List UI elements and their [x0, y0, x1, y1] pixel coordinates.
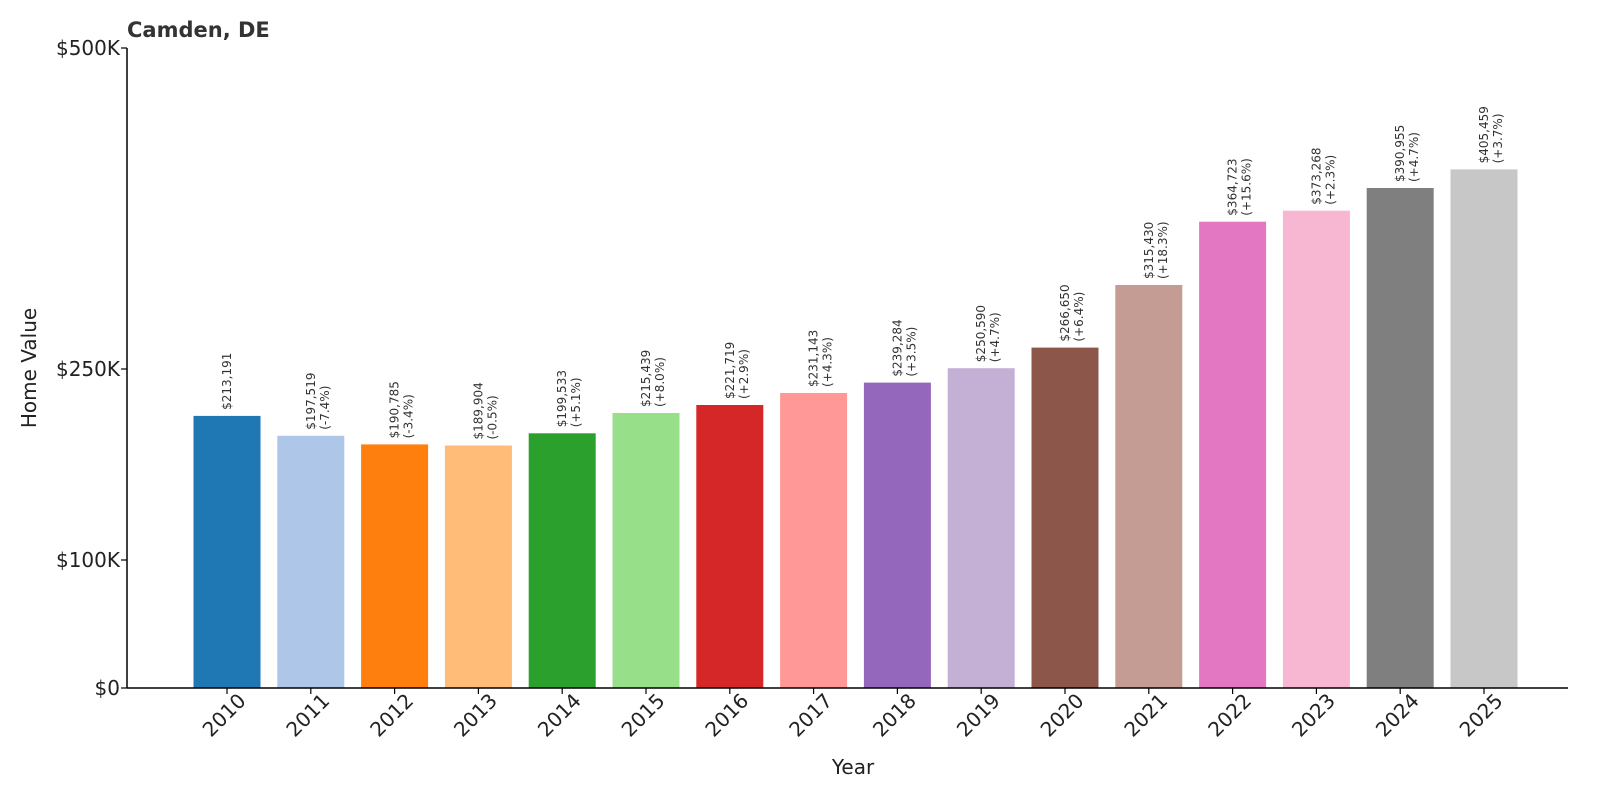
- x-tick-label: 2020: [1036, 689, 1089, 742]
- bar-value-label: $239,284(+3.5%): [890, 319, 918, 376]
- bar-change-text: (+4.7%): [1407, 132, 1421, 182]
- bar-group: [193, 169, 1518, 688]
- bar-change-text: (+3.7%): [1491, 113, 1505, 163]
- bar-2019: [947, 368, 1015, 688]
- y-tick-label: $500K: [56, 36, 121, 60]
- x-tick-label: 2018: [868, 689, 921, 742]
- bar-change-text: (+8.0%): [653, 357, 667, 407]
- x-tick-label: 2021: [1119, 689, 1172, 742]
- bar-change-text: (+18.3%): [1156, 221, 1170, 279]
- bar-value-text: $197,519: [304, 373, 318, 430]
- bar-label-group: $213,191 $197,519(-7.4%) $190,785(-3.4%) $1…: [220, 106, 1505, 439]
- bar-change-text: (+2.3%): [1323, 155, 1337, 205]
- x-tick-label: 2022: [1203, 689, 1256, 742]
- bar-change-text: (+3.5%): [904, 327, 918, 377]
- bar-2012: [361, 444, 429, 688]
- bar-2014: [528, 433, 596, 688]
- x-tick-label: 2016: [700, 689, 753, 742]
- bar-2021: [1115, 285, 1183, 688]
- bar-value-text: $373,268: [1309, 147, 1323, 204]
- bar-2015: [612, 413, 680, 688]
- bar-value-text: $390,955: [1393, 125, 1407, 182]
- bar-value-label: $197,519(-7.4%): [304, 373, 332, 430]
- bar-value-text: $199,533: [555, 370, 569, 427]
- y-tick-label: $0: [95, 676, 120, 700]
- bar-change-text: (+5.1%): [569, 377, 583, 427]
- bar-value-label: $213,191: [220, 353, 234, 410]
- bar-change-text: (-0.5%): [485, 395, 499, 439]
- bar-2025: [1450, 169, 1518, 688]
- x-tick-label: 2023: [1287, 689, 1340, 742]
- bar-value-label: $215,439(+8.0%): [639, 350, 667, 407]
- bar-value-text: $405,459: [1477, 106, 1491, 163]
- bar-value-text: $266,650: [1058, 284, 1072, 341]
- x-axis-label: Year: [831, 755, 875, 779]
- bar-2017: [780, 393, 848, 688]
- bar-value-label: $231,143(+4.3%): [807, 330, 835, 387]
- bar-change-text: (+4.7%): [988, 312, 1002, 362]
- bar-value-label: $364,723(+15.6%): [1226, 158, 1254, 216]
- bar-value-text: $215,439: [639, 350, 653, 407]
- bar-value-label: $405,459(+3.7%): [1477, 106, 1505, 163]
- x-tick-label: 2011: [281, 689, 334, 742]
- bar-change-text: (+4.3%): [821, 337, 835, 387]
- bar-value-text: $239,284: [890, 319, 904, 376]
- bar-change-text: (-3.4%): [402, 394, 416, 438]
- bar-2018: [863, 382, 931, 688]
- bar-2024: [1366, 188, 1434, 688]
- x-tick-label: 2012: [365, 689, 418, 742]
- bar-change-text: (+15.6%): [1240, 158, 1254, 216]
- bar-value-label: $221,719(+2.9%): [723, 342, 751, 399]
- x-tick-label: 2015: [617, 689, 670, 742]
- y-axis-label: Home Value: [17, 308, 41, 428]
- x-tick-label: 2017: [784, 689, 837, 742]
- bar-value-text: $250,590: [974, 305, 988, 362]
- bar-value-text: $189,904: [471, 382, 485, 439]
- x-tick-label: 2013: [449, 689, 502, 742]
- bar-change-text: (+6.4%): [1072, 292, 1086, 342]
- x-tick-label: 2024: [1371, 689, 1424, 742]
- bar-change-text: (-7.4%): [318, 386, 332, 430]
- bar-value-text: $190,785: [388, 381, 402, 438]
- bar-value-label: $199,533(+5.1%): [555, 370, 583, 427]
- x-tick-label: 2019: [952, 689, 1005, 742]
- bar-value-text: $213,191: [220, 353, 234, 410]
- bar-value-text: $221,719: [723, 342, 737, 399]
- y-tick-label: $250K: [56, 357, 121, 381]
- bar-value-text: $315,430: [1142, 222, 1156, 279]
- bar-value-label: $190,785(-3.4%): [388, 381, 416, 438]
- bar-value-label: $189,904(-0.5%): [471, 382, 499, 439]
- bar-2020: [1031, 347, 1099, 688]
- bar-change-text: (+2.9%): [737, 349, 751, 399]
- x-tick-label: 2010: [198, 689, 251, 742]
- x-axis: 2010 2011 2012 2013 2014 2015 2016 2017 2018 2019…: [127, 687, 1568, 742]
- bar-2016: [696, 405, 764, 688]
- bar-2011: [277, 435, 345, 688]
- bar-value-label: $266,650(+6.4%): [1058, 284, 1086, 341]
- bar-value-label: $250,590(+4.7%): [974, 305, 1002, 362]
- bar-value-label: $390,955(+4.7%): [1393, 125, 1421, 182]
- bar-2010: [193, 415, 261, 688]
- bar-value-text: $231,143: [807, 330, 821, 387]
- x-tick-label: 2025: [1455, 689, 1508, 742]
- y-axis: $0 $100K $250K $500K: [56, 36, 128, 700]
- bar-value-label: $315,430(+18.3%): [1142, 221, 1170, 279]
- bar-2022: [1199, 221, 1267, 688]
- y-tick-label: $100K: [56, 548, 121, 572]
- x-tick-label: 2014: [533, 689, 586, 742]
- bar-value-label: $373,268(+2.3%): [1309, 147, 1337, 204]
- bar-2023: [1282, 210, 1350, 688]
- chart-title: Camden, DE: [127, 18, 270, 42]
- bar-value-text: $364,723: [1226, 158, 1240, 215]
- bar-2013: [444, 445, 512, 688]
